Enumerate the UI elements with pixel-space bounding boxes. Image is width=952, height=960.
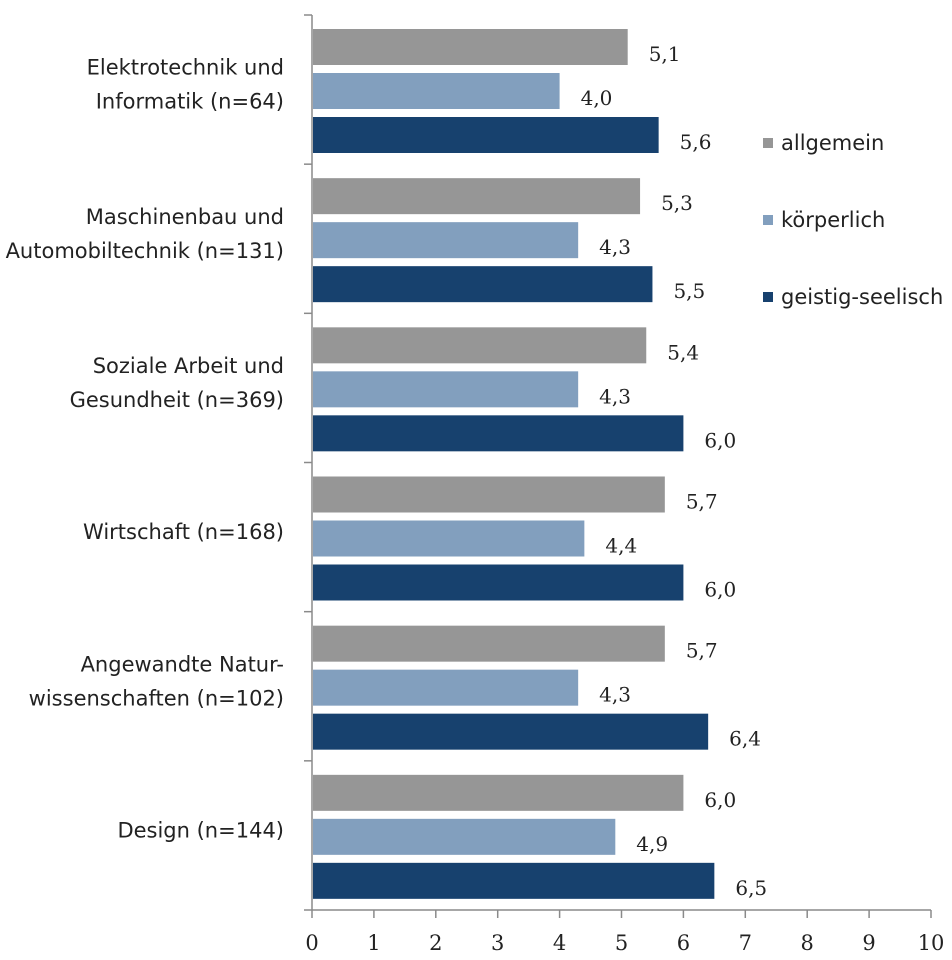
bar-k-rperlich-1 bbox=[313, 222, 579, 259]
legend-label-1: körperlich bbox=[781, 208, 885, 232]
category-label-1-line1: Automobiltechnik (n=131) bbox=[6, 239, 284, 263]
bar-allgemein-2 bbox=[313, 327, 647, 364]
legend-label-2: geistig-seelisch bbox=[781, 285, 943, 309]
bar-allgemein-0 bbox=[313, 29, 628, 65]
legend-swatch-1 bbox=[763, 215, 773, 225]
category-label-3: Wirtschaft (n=168) bbox=[83, 520, 284, 544]
x-tick-label-0: 0 bbox=[305, 931, 318, 955]
x-tick-label-10: 10 bbox=[918, 931, 945, 955]
bar-geistig-seelisch-1 bbox=[313, 266, 653, 303]
bar-geistig-seelisch-2 bbox=[313, 415, 684, 452]
data-label-3-1: 4,4 bbox=[605, 534, 637, 558]
data-label-5-1: 4,9 bbox=[636, 832, 668, 856]
data-label-2-2: 6,0 bbox=[704, 428, 736, 452]
category-label-1-line0: Maschinenbau und bbox=[86, 205, 284, 229]
data-label-0-2: 5,6 bbox=[680, 130, 712, 154]
data-label-4-2: 6,4 bbox=[729, 727, 761, 751]
bar-geistig-seelisch-0 bbox=[313, 117, 659, 153]
legend-swatch-0 bbox=[763, 138, 773, 148]
category-label-5: Design (n=144) bbox=[117, 818, 284, 842]
x-tick-label-3: 3 bbox=[491, 931, 504, 955]
data-label-2-1: 4,3 bbox=[599, 384, 631, 408]
category-label-0-line1: Informatik (n=64) bbox=[96, 90, 284, 114]
data-label-0-1: 4,0 bbox=[581, 86, 613, 110]
data-label-4-1: 4,3 bbox=[599, 683, 631, 707]
x-tick-label-4: 4 bbox=[553, 931, 566, 955]
bar-allgemein-3 bbox=[313, 476, 665, 513]
data-label-5-0: 6,0 bbox=[704, 788, 736, 812]
data-label-1-2: 5,5 bbox=[673, 279, 705, 303]
bar-allgemein-1 bbox=[313, 178, 641, 215]
x-tick-label-5: 5 bbox=[615, 931, 628, 955]
bar-geistig-seelisch-5 bbox=[313, 862, 715, 899]
bar-k-rperlich-4 bbox=[313, 669, 579, 706]
x-tick-label-2: 2 bbox=[429, 931, 442, 955]
x-tick-label-8: 8 bbox=[801, 931, 814, 955]
data-label-3-0: 5,7 bbox=[686, 490, 718, 514]
data-label-1-0: 5,3 bbox=[661, 191, 693, 215]
data-label-2-0: 5,4 bbox=[667, 340, 699, 364]
bar-allgemein-4 bbox=[313, 625, 665, 662]
category-label-4-line1: wissenschaften (n=102) bbox=[29, 686, 284, 710]
data-label-4-0: 5,7 bbox=[686, 639, 718, 663]
x-tick-label-1: 1 bbox=[367, 931, 380, 955]
x-tick-label-9: 9 bbox=[862, 931, 875, 955]
bar-k-rperlich-0 bbox=[313, 73, 560, 109]
category-label-0-line0: Elektrotechnik und bbox=[87, 56, 284, 80]
bar-geistig-seelisch-3 bbox=[313, 564, 684, 601]
data-label-1-1: 4,3 bbox=[599, 235, 631, 259]
legend-label-0: allgemein bbox=[781, 131, 884, 155]
legend-swatch-2 bbox=[763, 292, 773, 302]
bar-allgemein-5 bbox=[313, 774, 684, 811]
bar-geistig-seelisch-4 bbox=[313, 713, 709, 750]
data-label-0-0: 5,1 bbox=[649, 42, 681, 66]
bar-k-rperlich-2 bbox=[313, 371, 579, 408]
bar-k-rperlich-5 bbox=[313, 818, 616, 855]
category-label-2-line1: Gesundheit (n=369) bbox=[70, 388, 284, 412]
x-tick-label-6: 6 bbox=[677, 931, 690, 955]
data-label-5-2: 6,5 bbox=[735, 876, 767, 900]
category-label-4-line0: Angewandte Natur- bbox=[81, 652, 284, 676]
category-label-2-line0: Soziale Arbeit und bbox=[93, 354, 284, 378]
bar-k-rperlich-3 bbox=[313, 520, 585, 557]
x-tick-label-7: 7 bbox=[739, 931, 752, 955]
data-label-3-2: 6,0 bbox=[704, 578, 736, 602]
